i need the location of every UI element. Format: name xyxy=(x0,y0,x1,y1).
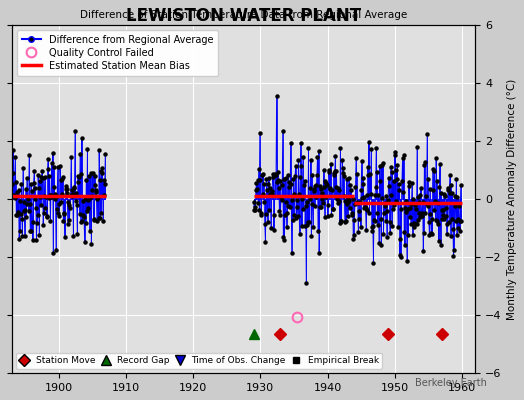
Legend: Station Move, Record Gap, Time of Obs. Change, Empirical Break: Station Move, Record Gap, Time of Obs. C… xyxy=(16,352,383,369)
Title: LEWISTON WATER PLANT: LEWISTON WATER PLANT xyxy=(126,7,361,25)
Text: Difference of Station Temperature Data from Regional Average: Difference of Station Temperature Data f… xyxy=(80,10,407,20)
Text: Berkeley Earth: Berkeley Earth xyxy=(416,378,487,388)
Y-axis label: Monthly Temperature Anomaly Difference (°C): Monthly Temperature Anomaly Difference (… xyxy=(507,78,517,320)
